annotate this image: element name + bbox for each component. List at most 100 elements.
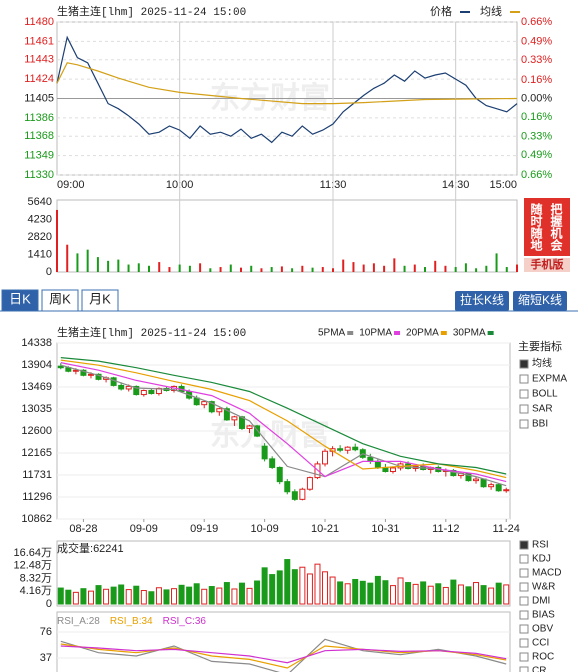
candle-body	[495, 484, 502, 492]
indicator-label[interactable]: EXPMA	[532, 374, 567, 385]
indicator-checkbox[interactable]	[519, 638, 529, 648]
indicator-checkbox[interactable]	[519, 610, 529, 620]
rsi-legend-name: RSI_A:	[57, 616, 89, 627]
indicator-label[interactable]: RSI	[532, 540, 549, 551]
indicator-checkbox[interactable]	[519, 596, 529, 606]
y-tick-label: 4.16万	[20, 585, 52, 597]
intraday-volume-frame	[56, 199, 518, 273]
indicator-label[interactable]: OBV	[532, 624, 553, 635]
indicator-checkbox[interactable]	[519, 554, 529, 564]
volume-bar	[76, 253, 79, 272]
indicator-label[interactable]: MACD	[532, 568, 561, 579]
volume-bar	[311, 267, 314, 272]
volume-bar	[56, 209, 58, 272]
indicator-checkbox[interactable]	[519, 652, 529, 662]
kline-title: 生猪主连[lhm] 2025-11-24 15:00	[57, 325, 246, 340]
indicator-label[interactable]: CCI	[532, 638, 549, 649]
candle-body	[473, 478, 480, 482]
volume-bar	[427, 585, 434, 605]
indicator-label[interactable]: CR	[532, 666, 546, 672]
indicator-label[interactable]: W&R	[532, 582, 555, 593]
x-tick-label: 09:00	[57, 179, 85, 191]
y2-tick-label: 0.66%	[521, 16, 552, 28]
ad-button[interactable]	[524, 258, 570, 272]
candle-body	[306, 477, 313, 490]
ad-text: 把握机会	[549, 202, 563, 252]
volume-bar	[412, 583, 419, 605]
volume-bar	[86, 249, 89, 272]
indicator-checkbox[interactable]	[519, 540, 529, 550]
volume-bar	[137, 263, 140, 272]
volume-bar	[188, 265, 191, 272]
indicator-checkbox[interactable]	[519, 419, 529, 429]
indicator-checkbox[interactable]	[519, 568, 529, 578]
legend-label: 10PMA	[359, 328, 392, 339]
volume-bar	[103, 588, 110, 605]
indicator-checkbox[interactable]	[519, 374, 529, 384]
indicator-label[interactable]: KDJ	[532, 554, 551, 565]
zoom-button[interactable]	[513, 291, 567, 311]
volume-bar	[66, 244, 69, 272]
candle-body	[57, 365, 64, 369]
period-tab-label: 日K	[9, 291, 31, 306]
price-line	[56, 35, 518, 144]
volume-label: 成交量:62241	[57, 541, 124, 555]
volume-bar	[352, 578, 359, 605]
candle-body	[118, 384, 125, 390]
y-tick-label: 11296	[22, 491, 52, 503]
period-tab[interactable]	[1, 289, 39, 312]
volume-bar	[322, 571, 329, 605]
volume-bar	[337, 581, 344, 605]
volume-bar	[424, 267, 426, 272]
ad-box[interactable]	[524, 198, 570, 256]
candle-body	[367, 456, 374, 462]
volume-bar	[280, 266, 283, 272]
indicator-label[interactable]: SAR	[532, 404, 553, 415]
ad-text: 随时随地	[529, 202, 543, 252]
ma-line	[60, 357, 507, 475]
rsi-line	[60, 645, 507, 664]
indicator-label[interactable]: ROC	[532, 652, 554, 663]
volume-bar	[473, 582, 480, 605]
volume-bar	[65, 589, 72, 605]
volume-bar	[178, 264, 181, 272]
indicator-label[interactable]: BOLL	[532, 389, 558, 400]
indicator-checkbox[interactable]	[519, 666, 529, 672]
candle-body	[231, 416, 238, 421]
period-tab[interactable]	[41, 289, 79, 312]
volume-bar	[413, 264, 416, 272]
indicator-checkbox[interactable]	[519, 389, 529, 399]
volume-bar	[299, 566, 306, 605]
candle-body	[216, 408, 223, 413]
indicator-label[interactable]: BBI	[532, 419, 548, 430]
volume-bar	[329, 576, 336, 605]
y-tick-label: 16.64万	[13, 547, 52, 559]
indicator-checkbox[interactable]	[519, 359, 529, 369]
y2-tick-label: 0.33%	[521, 54, 552, 66]
rsi-legend-value: 28	[89, 616, 101, 627]
candle-body	[322, 450, 329, 465]
indicator-checkbox[interactable]	[519, 624, 529, 634]
volume-bar	[450, 579, 457, 605]
zoom-button-label: 缩短K线	[518, 292, 562, 307]
indicator-label[interactable]: BIAS	[532, 610, 555, 621]
y-tick-label: 5640	[28, 196, 52, 208]
indicator-checkbox[interactable]	[519, 582, 529, 592]
volume-bar	[397, 577, 404, 605]
volume-label-name: 成交量:	[57, 541, 93, 555]
volume-bar	[219, 267, 222, 272]
indicator-label[interactable]: 均线	[532, 357, 552, 370]
indicator-checkbox[interactable]	[519, 404, 529, 414]
rsi-legend-value: 34	[142, 616, 154, 627]
period-tab[interactable]	[81, 289, 119, 312]
volume-bar	[435, 583, 442, 605]
zoom-button[interactable]	[455, 291, 509, 311]
volume-bar	[125, 589, 132, 605]
volume-bar	[495, 253, 498, 272]
indicator-label[interactable]: DMI	[532, 596, 550, 607]
volume-bar	[110, 586, 117, 605]
candle-body	[148, 389, 155, 395]
volume-bar	[118, 584, 125, 605]
volume-bar	[382, 580, 389, 605]
